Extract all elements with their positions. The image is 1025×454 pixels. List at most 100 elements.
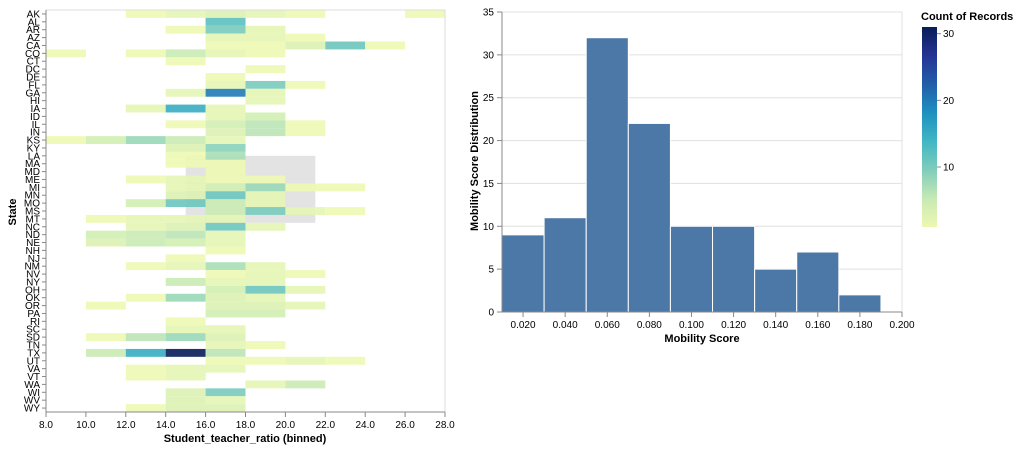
heatmap-cell: [285, 41, 326, 50]
histogram-x-tick-label: 0.200: [889, 320, 914, 331]
heatmap-cell: [245, 356, 286, 365]
heatmap-cell: [285, 301, 326, 310]
heatmap-y-tick-label: TX: [27, 348, 40, 359]
heatmap-cell: [205, 262, 246, 271]
heatmap-x-axis: 8.0 10.0 12.0 14.0 16.0 18.0 20.0 22.0 24.0 26.0 2…: [39, 411, 455, 431]
histogram-x-axis-title: Mobility Score: [664, 333, 739, 345]
heatmap-cell: [165, 404, 206, 412]
heatmap-cell: [165, 348, 206, 357]
heatmap-cell: [205, 293, 246, 302]
heatmap-cell: [165, 238, 206, 247]
heatmap-cell: [165, 104, 206, 113]
heatmap-cell: [205, 278, 246, 286]
heatmap-cell: [165, 136, 206, 144]
heatmap-cell: [205, 222, 246, 231]
heatmap-cell: [325, 207, 366, 215]
heatmap-cell: [165, 364, 206, 373]
heatmap-cell: [165, 317, 206, 326]
heatmap-cell: [245, 222, 286, 231]
heatmap-y-tick-label: VT: [27, 372, 40, 383]
heatmap-x-tick-label: 14.0: [156, 420, 176, 431]
heatmap-cell: [165, 388, 206, 397]
heatmap-cell: [85, 136, 126, 144]
heatmap-cell: [205, 207, 246, 215]
heatmap-y-tick-label: ND: [26, 230, 40, 241]
heatmap-y-tick-label: AL: [28, 17, 41, 28]
heatmap-y-tick-label: VA: [27, 364, 40, 375]
heatmap-cells: [45, 9, 446, 413]
heatmap-cell: [205, 33, 246, 42]
heatmap-cell: [205, 120, 246, 129]
heatmap-cell: [165, 262, 206, 271]
heatmap-cell: [205, 270, 246, 278]
heatmap-cell: [245, 199, 286, 208]
heatmap-cell: [245, 293, 286, 302]
heatmap-cell: [205, 396, 246, 405]
heatmap-cell: [205, 41, 246, 50]
heatmap-cell: [165, 325, 206, 334]
legend-title: Count of Records: [921, 11, 1013, 23]
heatmap-cell: [125, 372, 166, 381]
heatmap-x-tick-label: 22.0: [316, 420, 336, 431]
heatmap-y-tick-label: MT: [26, 214, 40, 225]
heatmap-y-tick-label: LA: [28, 151, 41, 162]
heatmap-cell: [325, 41, 366, 50]
heatmap-cell: [165, 10, 206, 18]
heatmap-y-tick-label: MS: [25, 207, 40, 218]
heatmap-y-tick-label: UT: [27, 356, 40, 367]
heatmap-cell: [365, 41, 406, 50]
heatmap-y-tick-label: NH: [26, 246, 40, 257]
heatmap-cell: [165, 88, 206, 97]
heatmap-y-tick-label: MI: [29, 183, 40, 194]
heatmap-cell: [205, 25, 246, 34]
heatmap-cell: [285, 128, 326, 137]
heatmap-y-tick-label: OR: [25, 301, 40, 312]
heatmap-cell: [165, 191, 206, 200]
heatmap-cell: [245, 112, 286, 121]
heatmap-cell: [205, 88, 246, 97]
heatmap-cell: [245, 341, 286, 349]
heatmap-cell: [205, 199, 246, 208]
histogram-x-tick-label: 0.160: [805, 320, 830, 331]
heatmap-cell: [205, 309, 246, 318]
heatmap-y-tick-label: NV: [26, 270, 40, 281]
histogram-y-tick-label: 35: [483, 8, 495, 19]
heatmap-x-tick-label: 18.0: [236, 420, 256, 431]
heatmap-cell: [165, 214, 206, 223]
heatmap-cell: [245, 380, 286, 389]
heatmap-y-tick-label: IL: [32, 120, 41, 131]
heatmap-cell: [285, 80, 326, 89]
heatmap-y-tick-label: NM: [24, 262, 40, 273]
heatmap-cell: [285, 10, 326, 18]
heatmap-cell: [285, 120, 326, 129]
heatmap-cell: [245, 49, 286, 58]
heatmap-cell: [85, 301, 126, 310]
heatmap-cell: [165, 49, 206, 58]
heatmap-y-tick-label: NY: [26, 277, 40, 288]
heatmap-y-tick-label: GA: [26, 88, 41, 99]
heatmap-cell: [205, 356, 246, 365]
histogram-bar: [543, 217, 587, 313]
heatmap-cell: [205, 246, 246, 255]
heatmap-cell: [245, 33, 286, 42]
heatmap-y-tick-label: WI: [28, 388, 40, 399]
heatmap-cell: [205, 348, 246, 357]
heatmap-cell: [205, 238, 246, 247]
heatmap-cell: [205, 167, 246, 176]
heatmap-cell: [245, 80, 286, 89]
heatmap-y-tick-label: OK: [26, 293, 41, 304]
heatmap-y-tick-label: KY: [27, 143, 41, 154]
heatmap-cell: [205, 73, 246, 81]
heatmap-cell: [285, 33, 326, 42]
heatmap-cell: [205, 191, 246, 200]
histogram-bar: [796, 251, 840, 313]
heatmap-x-axis-title: Student_teacher_ratio (binned): [164, 433, 327, 445]
histogram-bars: [501, 37, 882, 313]
histogram-x-tick-label: 0.020: [511, 320, 536, 331]
heatmap-cell: [125, 333, 166, 342]
heatmap-cell: [205, 151, 246, 160]
histogram-x-tick-label: 0.120: [721, 320, 746, 331]
heatmap-cell: [165, 120, 206, 129]
heatmap-cell: [285, 285, 326, 294]
